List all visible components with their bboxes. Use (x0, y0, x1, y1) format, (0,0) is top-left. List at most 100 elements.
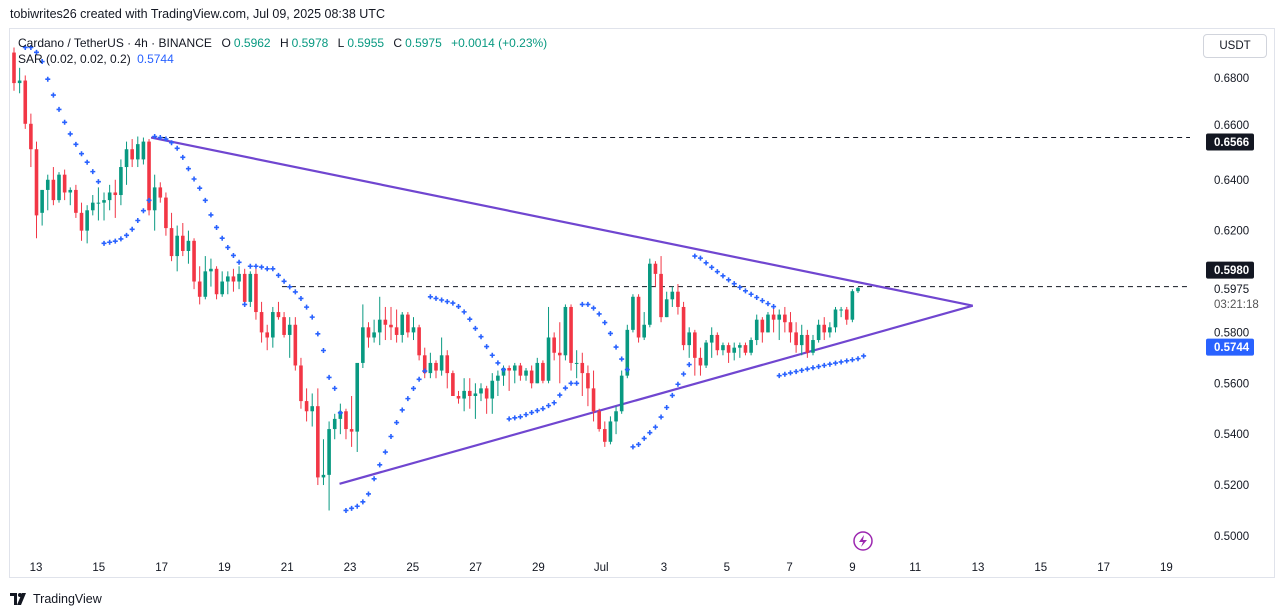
candle (422, 347, 427, 379)
candle-body (192, 240, 196, 282)
candle (524, 368, 528, 381)
symbol-name[interactable]: Cardano / TetherUS · 4h · BINANCE (18, 36, 212, 50)
candle-body (704, 342, 708, 366)
sar-dot (861, 353, 867, 359)
sar-dot (849, 357, 855, 363)
candle-body (541, 362, 545, 381)
high-value: 0.5978 (291, 36, 329, 50)
sar-dot (270, 266, 276, 272)
sar-dot (253, 263, 259, 269)
candle (619, 370, 624, 414)
candle-body (507, 368, 511, 371)
candle (231, 268, 236, 292)
candle (85, 205, 89, 244)
sar-dot (84, 159, 90, 165)
indicator-name[interactable]: SAR (0.02, 0.02, 0.2) (18, 52, 131, 66)
candle-body (603, 429, 607, 442)
sar-dot (304, 304, 310, 310)
candle-body (563, 306, 568, 356)
x-tick-label: 17 (1097, 562, 1110, 574)
sar-dot (124, 232, 130, 238)
candle (518, 362, 523, 381)
candle (332, 413, 337, 440)
sar-dot (444, 299, 450, 305)
candle-body (479, 388, 483, 394)
sar-dot (377, 462, 383, 468)
last-price-label: 0.5975 (1214, 284, 1249, 296)
candle (197, 266, 202, 305)
sar-dot (90, 169, 96, 175)
high-label: H (279, 36, 289, 50)
candle-body (237, 273, 241, 282)
candle (799, 324, 804, 356)
candle-body (344, 411, 348, 430)
sar-dot (523, 412, 529, 418)
x-tick-label: 19 (1160, 562, 1173, 574)
sar-dot (546, 403, 552, 409)
candle (17, 67, 22, 94)
candle (766, 312, 770, 333)
candle-body (85, 210, 89, 231)
sar-dot (737, 284, 743, 290)
candle (473, 383, 478, 419)
sar-dot (95, 179, 101, 185)
candle (844, 306, 849, 325)
y-tick-label: 0.5400 (1214, 429, 1249, 441)
sar-dot (675, 381, 681, 387)
candle (732, 342, 737, 361)
candle-body (608, 421, 613, 442)
y-tick-label: 0.6400 (1214, 175, 1249, 187)
sar-dot (382, 449, 388, 455)
price-badge-label: 0.5744 (1214, 342, 1250, 354)
candle-body (681, 306, 686, 346)
candle-body (518, 365, 523, 376)
candle-body (242, 273, 247, 302)
sar-dot (326, 374, 332, 380)
bar-countdown: 03:21:18 (1214, 299, 1259, 311)
candle-body (794, 332, 798, 346)
sar-dot (720, 273, 726, 279)
tradingview-logo[interactable]: TradingView (10, 592, 102, 606)
candle-body (107, 192, 112, 201)
candle-body (743, 345, 748, 353)
candle (462, 378, 466, 412)
sar-dot (641, 435, 647, 441)
candle (107, 184, 112, 211)
sar-dot (45, 76, 51, 82)
candle-body (332, 418, 337, 430)
currency-button[interactable]: USDT (1203, 34, 1267, 58)
candle-body (130, 149, 134, 160)
alert-lightning-icon[interactable] (853, 531, 873, 551)
candle (130, 139, 134, 168)
candle (670, 286, 675, 307)
candle (12, 47, 16, 91)
candle (242, 268, 247, 307)
candle-body (676, 291, 680, 307)
candle (603, 421, 607, 447)
candle-body (271, 312, 275, 338)
candle (636, 294, 641, 343)
candle-body (158, 187, 163, 198)
candle (214, 266, 219, 300)
candle-body (766, 314, 770, 333)
sar-dot (79, 151, 85, 157)
sar-dot (349, 505, 355, 511)
x-tick-label: 19 (218, 562, 231, 574)
candle-body (366, 327, 371, 338)
candle (327, 421, 331, 511)
sar-dot (214, 224, 220, 230)
open-label: O (221, 36, 231, 50)
candle (411, 317, 416, 341)
sar-dot (838, 359, 844, 365)
candle-body (631, 296, 635, 330)
sar-dot (816, 364, 822, 370)
candle-body (310, 406, 315, 412)
candle-body (299, 365, 303, 402)
candle-body (439, 355, 444, 371)
candle-body (833, 309, 838, 328)
chart-legend: Cardano / TetherUS · 4h · BINANCE O 0.596… (18, 35, 550, 67)
sar-dot (731, 281, 737, 287)
candle (721, 342, 725, 356)
sar-dot (596, 311, 602, 317)
